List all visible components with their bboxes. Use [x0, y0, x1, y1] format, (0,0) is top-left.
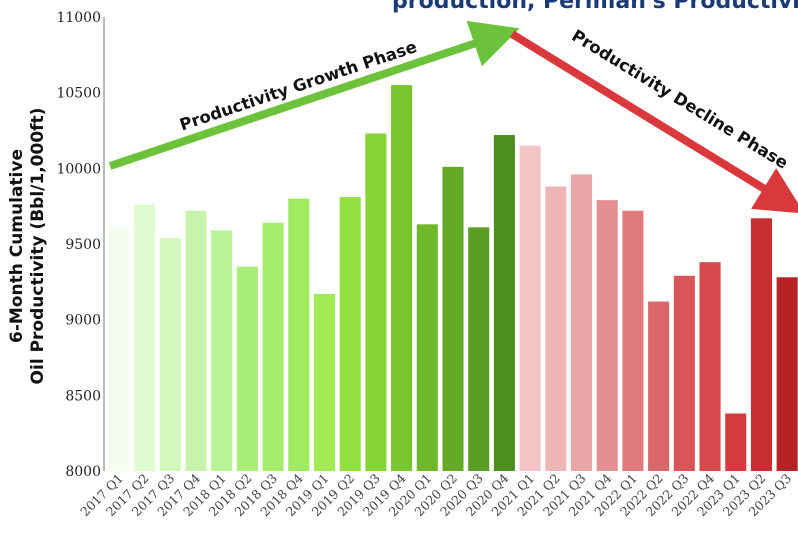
bar-2021-q2	[545, 186, 567, 472]
bar-2019-q2	[339, 197, 361, 471]
bar-2019-q4	[391, 85, 413, 471]
bar-2022-q3	[673, 275, 695, 471]
bar-2020-q4	[493, 135, 515, 472]
bar-2021-q1	[519, 145, 541, 471]
y-tick-label: 10000	[56, 161, 101, 177]
decline-phase-arrow	[509, 30, 798, 214]
y-axis-label: 6-Month Cumulative Oil Productivity (Bbl…	[7, 108, 48, 385]
bar-2020-q2	[442, 166, 464, 471]
bar-2017-q4	[185, 210, 207, 471]
bars-group	[108, 85, 798, 472]
bar-2022-q4	[699, 262, 721, 471]
bar-2017-q1	[108, 225, 130, 471]
bar-2023-q2	[750, 218, 772, 471]
growth-phase-arrow	[108, 20, 520, 170]
bar-2018-q4	[288, 198, 310, 471]
bar-2020-q3	[468, 227, 490, 471]
y-tick-label: 8500	[65, 388, 101, 404]
bar-2023-q3	[776, 277, 798, 471]
decline-phase-label: Productivity Decline Phase	[568, 26, 791, 173]
y-tick-label: 9500	[65, 237, 101, 253]
bar-2019-q3	[365, 133, 387, 471]
bar-2017-q2	[134, 204, 156, 471]
bar-2018-q2	[236, 266, 258, 471]
bar-2023-q1	[725, 413, 747, 471]
bar-2022-q2	[648, 301, 670, 471]
y-tick-label: 8000	[65, 464, 101, 480]
y-tick-label: 10500	[56, 86, 101, 102]
bar-2018-q3	[262, 222, 284, 471]
y-axis-label-line-1: 6-Month Cumulative	[7, 149, 27, 343]
bar-2021-q4	[596, 200, 618, 472]
y-tick-label: 9000	[65, 313, 101, 329]
chart-title-fragment: production, Permian's Productivity	[392, 0, 798, 14]
y-ticks-group: 8000 8500 9000 9500 10000 10500 11000	[56, 10, 101, 480]
bar-2020-q1	[416, 224, 438, 471]
bar-2019-q1	[313, 293, 336, 471]
y-axis-label-line-2: Oil Productivity (Bbl/1,000ft)	[28, 108, 48, 385]
y-tick-label: 11000	[56, 10, 101, 26]
bar-2022-q1	[622, 210, 644, 471]
bar-2021-q3	[570, 174, 593, 471]
bar-2018-q1	[211, 230, 233, 471]
growth-phase-label: Productivity Growth Phase	[177, 37, 419, 134]
bar-2017-q3	[159, 237, 181, 471]
